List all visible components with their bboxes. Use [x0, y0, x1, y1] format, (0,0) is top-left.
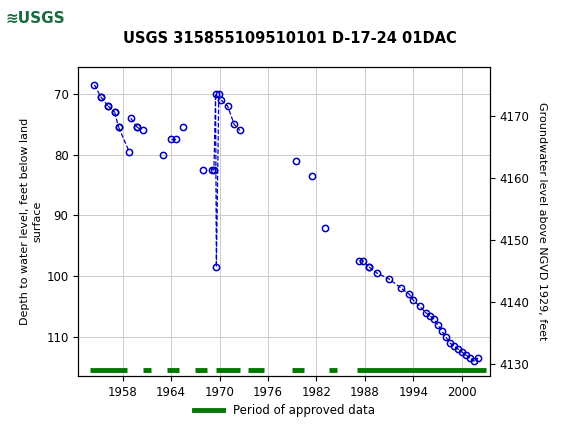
Legend: Period of approved data: Period of approved data [189, 399, 379, 421]
Bar [3, 3, 84, 34]
Y-axis label: Depth to water level, feet below land
surface: Depth to water level, feet below land su… [20, 118, 42, 325]
Text: USGS 315855109510101 D-17-24 01DAC: USGS 315855109510101 D-17-24 01DAC [123, 31, 457, 46]
Y-axis label: Groundwater level above NGVD 1929, feet: Groundwater level above NGVD 1929, feet [536, 102, 546, 341]
Text: ≋USGS: ≋USGS [6, 11, 66, 26]
